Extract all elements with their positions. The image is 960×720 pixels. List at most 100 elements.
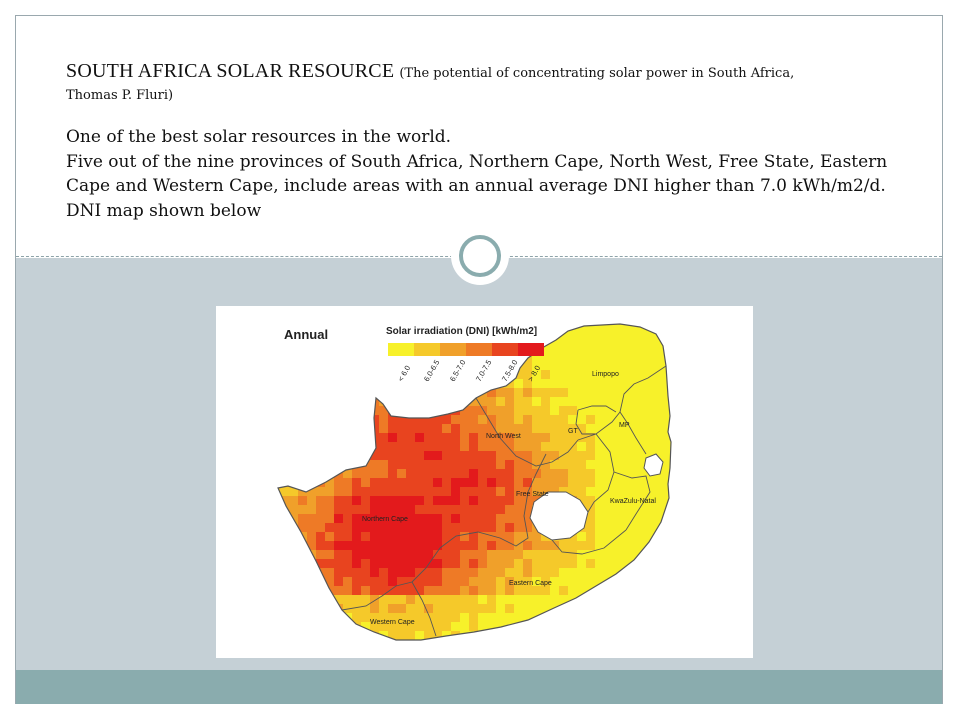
dni-cell [640, 442, 650, 452]
dni-cell [334, 559, 344, 569]
dni-cell [649, 343, 659, 353]
dni-cell [388, 487, 398, 497]
dni-cell [289, 649, 299, 658]
dni-cell [278, 586, 281, 596]
dni-cell [586, 532, 596, 542]
dni-cell [316, 631, 326, 640]
dni-cell [343, 577, 353, 587]
dni-cell [523, 460, 533, 470]
legend-label: 6.5-7.0 [448, 358, 467, 383]
dni-cell [595, 622, 605, 632]
dni-cell [451, 622, 461, 632]
eswatini-enclave [643, 453, 664, 477]
dni-cell [343, 442, 353, 452]
dni-cell [505, 604, 515, 614]
legend-swatch [440, 343, 466, 356]
dni-cell [631, 379, 641, 389]
dni-cell [334, 460, 344, 470]
border-gauteng-north [577, 405, 617, 413]
dni-cell [487, 568, 497, 578]
dni-cell [415, 577, 425, 587]
dni-cell [496, 505, 506, 515]
dni-cell [451, 514, 461, 524]
dni-cell [478, 640, 488, 650]
dni-cell [278, 595, 281, 605]
dni-cell [604, 424, 614, 434]
dni-cell [334, 325, 344, 335]
dni-cell [658, 613, 668, 623]
dni-cell [541, 595, 551, 605]
dni-cell [469, 541, 479, 551]
dni-cell [586, 469, 596, 479]
dni-cell [415, 523, 425, 533]
dni-cell [361, 370, 371, 380]
dni-cell [460, 649, 470, 658]
dni-cell [370, 649, 380, 658]
dni-cell [370, 352, 380, 362]
dni-cell [379, 415, 389, 425]
dni-cell [667, 622, 671, 632]
dni-cell [595, 379, 605, 389]
dni-cell [658, 649, 668, 658]
dni-cell [577, 451, 587, 461]
dni-cell [469, 613, 479, 623]
dni-cell [496, 415, 506, 425]
dni-cell [577, 496, 587, 506]
dni-cell [559, 541, 569, 551]
paragraph-1: One of the best solar resources in the w… [66, 127, 452, 147]
dni-cell [577, 640, 587, 650]
dni-cell [658, 324, 668, 326]
dni-cell [541, 324, 551, 326]
dni-cell [604, 631, 614, 640]
dni-cell [451, 550, 461, 560]
dni-cell [433, 550, 443, 560]
dni-cell [559, 343, 569, 353]
dni-cell [541, 541, 551, 551]
dni-cell [415, 505, 425, 515]
dni-cell [487, 613, 497, 623]
dni-cell [415, 397, 425, 407]
dni-cell [433, 640, 443, 650]
dni-cell [514, 397, 524, 407]
dni-cell [352, 505, 362, 515]
dni-cell [460, 577, 470, 587]
dni-cell [613, 397, 623, 407]
dni-cell [478, 649, 488, 658]
dni-cell [478, 415, 488, 425]
dni-cell [388, 622, 398, 632]
dni-cell [532, 559, 542, 569]
dni-cell [613, 379, 623, 389]
dni-cell [442, 496, 452, 506]
legend-title: Solar irradiation (DNI) [kWh/m2] [386, 326, 537, 337]
dni-cell [325, 460, 335, 470]
dni-cell [442, 415, 452, 425]
dni-cell [406, 523, 416, 533]
dni-cell [469, 532, 479, 542]
dni-cell [559, 559, 569, 569]
dni-cell [442, 397, 452, 407]
dni-cell [649, 505, 659, 515]
dni-cell [334, 334, 344, 344]
dni-cell [334, 451, 344, 461]
dni-cell [280, 469, 290, 479]
dni-cell [604, 640, 614, 650]
dni-cell [541, 433, 551, 443]
dni-cell [631, 460, 641, 470]
dni-cell [280, 451, 290, 461]
dni-cell [658, 415, 668, 425]
dni-cell [478, 487, 488, 497]
dni-cell [424, 604, 434, 614]
dni-cell [325, 370, 335, 380]
dni-cell [280, 577, 290, 587]
dni-cell [613, 505, 623, 515]
dni-cell [379, 496, 389, 506]
dni-cell [289, 388, 299, 398]
dni-cell [343, 388, 353, 398]
dni-cell [278, 424, 281, 434]
dni-cell [514, 568, 524, 578]
dni-cell [352, 577, 362, 587]
dni-cell [559, 397, 569, 407]
dni-cell [676, 406, 686, 416]
dni-cell [343, 469, 353, 479]
dni-cell [361, 595, 371, 605]
